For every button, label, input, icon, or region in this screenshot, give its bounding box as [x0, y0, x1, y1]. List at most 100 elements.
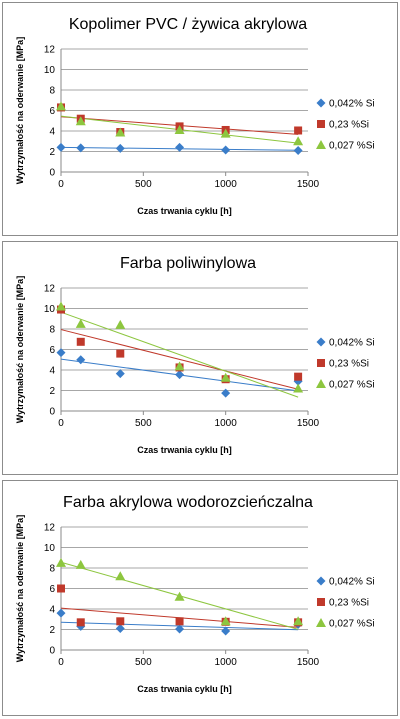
y-axis-label: Wytrzymałość na oderwanie [MPa] [15, 37, 25, 184]
legend-entry: 0,23 %Si [317, 598, 369, 609]
data-point [56, 142, 66, 152]
y-tick-label: 10 [44, 304, 56, 315]
legend-label: 0,042% Si [329, 99, 375, 110]
legend-marker [316, 140, 326, 149]
legend-entry: 0,23 %Si [317, 359, 369, 370]
data-point [220, 616, 231, 626]
legend-marker [316, 337, 326, 347]
legend-entry: 0,23 %Si [317, 120, 369, 131]
chart-title: Farba poliwinylowa [120, 255, 256, 272]
chart-title: Kopolimer PVC / żywica akrylowa [69, 16, 307, 33]
data-point [175, 624, 185, 634]
y-tick-label: 12 [44, 284, 56, 295]
data-point [221, 626, 231, 636]
data-point [174, 124, 185, 134]
chart-panel-3: Farba akrylowa wodorozcieńczalna 0 2 4 6 8 10 1… [2, 480, 398, 716]
trendline [60, 311, 299, 398]
data-point [115, 623, 125, 633]
legend-label: 0,027 %Si [329, 141, 375, 152]
legend-entry: 0,027 %Si [316, 618, 375, 630]
x-tick-label: 1000 [215, 418, 238, 429]
y-tick-label: 2 [49, 386, 55, 397]
y-axis-label: Wytrzymałość na oderwanie [MPa] [15, 276, 25, 423]
legend-label: 0,027 %Si [329, 380, 375, 391]
legend-entry: 0,042% Si [316, 337, 375, 349]
data-point [56, 557, 66, 567]
data-point [75, 318, 86, 328]
data-point [56, 348, 66, 358]
data-point [174, 361, 185, 371]
legend-label: 0,042% Si [329, 338, 375, 349]
data-point [115, 143, 125, 153]
x-tick-label: 1500 [297, 179, 320, 190]
y-tick-label: 10 [44, 65, 56, 76]
data-point [75, 116, 86, 126]
data-point [116, 349, 125, 358]
chart-panel-1: Kopolimer PVC / żywica akrylowa 0 2 4 6 8 10 12… [2, 2, 398, 236]
data-point [76, 355, 86, 365]
data-point [175, 370, 185, 380]
y-tick-label: 0 [49, 168, 55, 179]
data-point [76, 621, 86, 631]
data-point [115, 571, 126, 581]
data-point [294, 372, 303, 381]
y-tick-label: 8 [49, 86, 55, 97]
legend-marker [317, 598, 325, 606]
x-tick-label: 1000 [215, 179, 238, 190]
data-point [293, 616, 304, 626]
legend-label: 0,23 %Si [329, 598, 369, 609]
y-tick-label: 12 [44, 523, 56, 534]
series [56, 101, 304, 146]
chart-1: Kopolimer PVC / żywica akrylowa 0 2 4 6 8 10 12… [15, 16, 375, 216]
data-point [115, 369, 125, 379]
legend-marker [317, 120, 325, 128]
series [56, 301, 304, 393]
data-point [56, 608, 66, 618]
legend-label: 0,23 %Si [329, 120, 369, 131]
y-axis-label: Wytrzymałość na oderwanie [MPa] [15, 515, 25, 662]
data-point [57, 584, 65, 593]
y-tick-label: 2 [49, 147, 55, 158]
x-axis-label: Czas trwania cyklu [h] [137, 206, 232, 216]
legend-marker [316, 379, 326, 388]
legend-entry: 0,027 %Si [316, 379, 375, 391]
legend-marker [316, 576, 326, 586]
series [56, 142, 303, 155]
y-tick-label: 8 [49, 564, 55, 575]
trendline [60, 329, 299, 390]
y-tick-label: 4 [49, 605, 55, 616]
x-tick-label: 0 [58, 418, 64, 429]
data-point [76, 143, 86, 153]
legend-label: 0,027 %Si [329, 619, 375, 630]
data-point [174, 591, 185, 601]
y-tick-label: 4 [49, 127, 55, 138]
y-tick-label: 4 [49, 366, 55, 377]
x-tick-label: 1500 [297, 418, 320, 429]
x-tick-label: 1500 [297, 657, 320, 668]
data-point [175, 617, 184, 626]
series [56, 557, 304, 626]
legend-label: 0,042% Si [329, 577, 375, 588]
data-point [220, 128, 231, 138]
legend-marker [316, 618, 326, 627]
x-tick-label: 500 [135, 418, 152, 429]
y-tick-label: 2 [49, 625, 55, 636]
data-point [293, 145, 303, 155]
data-point [56, 301, 66, 311]
chart-3: Farba akrylowa wodorozcieńczalna 0 2 4 6 8 10 1… [15, 494, 375, 694]
legend-entry: 0,042% Si [316, 576, 375, 588]
data-point [175, 142, 185, 152]
data-point [294, 126, 303, 135]
x-axis-label: Czas trwania cyklu [h] [137, 684, 232, 694]
legend-marker [316, 98, 326, 108]
legend-label: 0,23 %Si [329, 359, 369, 370]
y-tick-label: 6 [49, 345, 55, 356]
chart-2: Farba poliwinylowa 0 2 4 6 8 10 12 0 500 1000 1500 C… [15, 255, 375, 455]
data-point [76, 618, 85, 627]
data-point [115, 319, 126, 329]
data-point [115, 127, 126, 137]
data-point [293, 383, 304, 393]
y-tick-label: 0 [49, 646, 55, 657]
data-point [293, 136, 304, 146]
data-point [56, 101, 66, 111]
